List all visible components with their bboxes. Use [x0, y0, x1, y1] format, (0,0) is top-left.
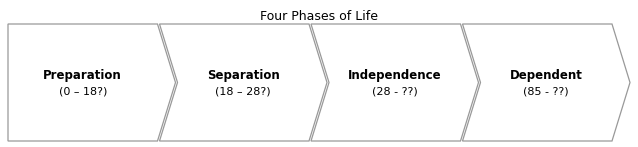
Polygon shape	[463, 24, 630, 141]
Text: Preparation: Preparation	[43, 69, 122, 82]
Text: (28 - ??): (28 - ??)	[372, 86, 418, 96]
Polygon shape	[311, 24, 478, 141]
Text: (18 – 28?): (18 – 28?)	[216, 86, 271, 96]
Text: Separation: Separation	[207, 69, 279, 82]
Polygon shape	[8, 24, 175, 141]
Polygon shape	[160, 24, 327, 141]
Text: (0 – 18?): (0 – 18?)	[59, 86, 107, 96]
Text: Four Phases of Life: Four Phases of Life	[260, 10, 378, 23]
Text: Independence: Independence	[348, 69, 441, 82]
Text: (85 - ??): (85 - ??)	[523, 86, 569, 96]
Text: Dependent: Dependent	[510, 69, 582, 82]
